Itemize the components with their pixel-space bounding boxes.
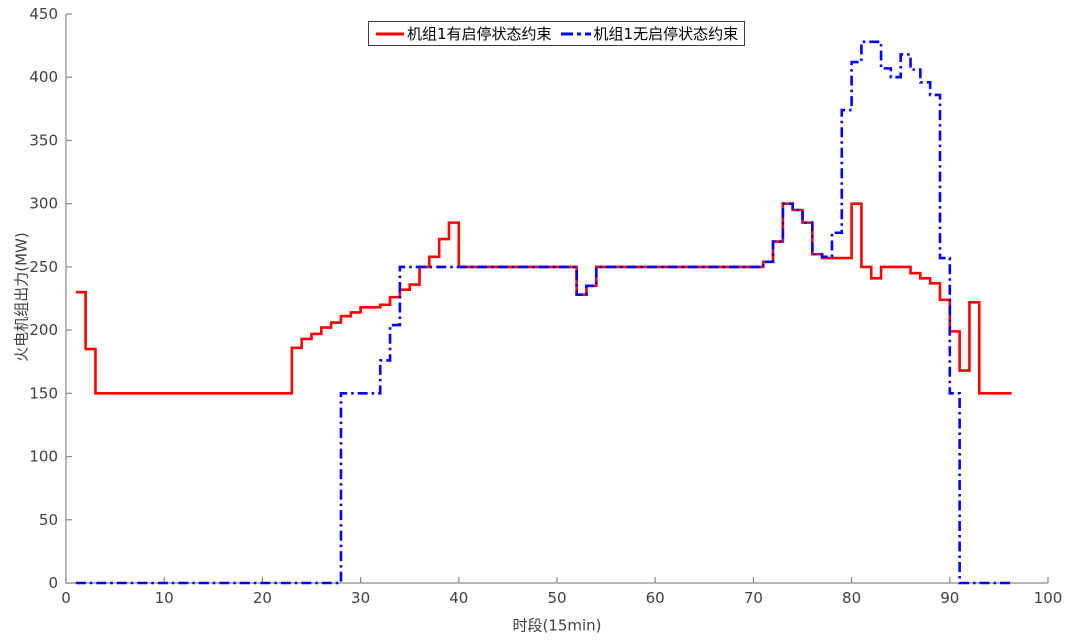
x-tick-label: 100 — [1034, 589, 1063, 607]
x-tick-label: 90 — [940, 589, 959, 607]
y-tick-label: 200 — [29, 321, 58, 339]
x-tick-label: 50 — [547, 589, 566, 607]
y-tick-label: 100 — [29, 448, 58, 466]
axis-lines — [65, 14, 1048, 584]
legend-label-without-constraint: 机组1无启停状态约束 — [593, 25, 739, 43]
y-tick-label: 450 — [29, 5, 58, 23]
y-tick-label: 400 — [29, 68, 58, 86]
red-solid-line-icon — [376, 32, 404, 35]
legend-label-with-constraint: 机组1有启停状态约束 — [407, 25, 552, 43]
blue-dashdot-line-icon — [560, 32, 591, 35]
x-axis-title: 时段(15min) — [512, 616, 602, 635]
y-tick-label: 50 — [39, 511, 58, 529]
x-tick-label: 80 — [842, 589, 861, 607]
legend-box[interactable]: 机组1有启停状态约束 机组1无启停状态约束 — [368, 21, 746, 46]
y-tick-label: 150 — [29, 384, 58, 402]
x-tick-label: 70 — [744, 589, 763, 607]
series-line-unit1-without-constraint — [75, 40, 1012, 585]
legend-item-without-constraint[interactable]: 机组1无启停状态约束 — [560, 23, 739, 44]
x-tick-label: 30 — [351, 589, 370, 607]
x-tick-label: 10 — [155, 589, 174, 607]
legend-item-with-constraint[interactable]: 机组1有启停状态约束 — [375, 23, 552, 44]
y-tick-label: 0 — [48, 574, 58, 592]
y-tick-label: 350 — [29, 131, 58, 149]
x-tick-label: 20 — [253, 589, 272, 607]
series-line-unit1-with-constraint — [75, 202, 1012, 395]
x-tick-label: 60 — [646, 589, 665, 607]
y-tick-label: 250 — [29, 258, 58, 276]
x-tick-label: 0 — [61, 589, 71, 607]
y-axis-title: 火电机组出力(MW) — [12, 232, 31, 362]
y-tick-label: 300 — [29, 195, 58, 213]
x-tick-label: 40 — [449, 589, 468, 607]
